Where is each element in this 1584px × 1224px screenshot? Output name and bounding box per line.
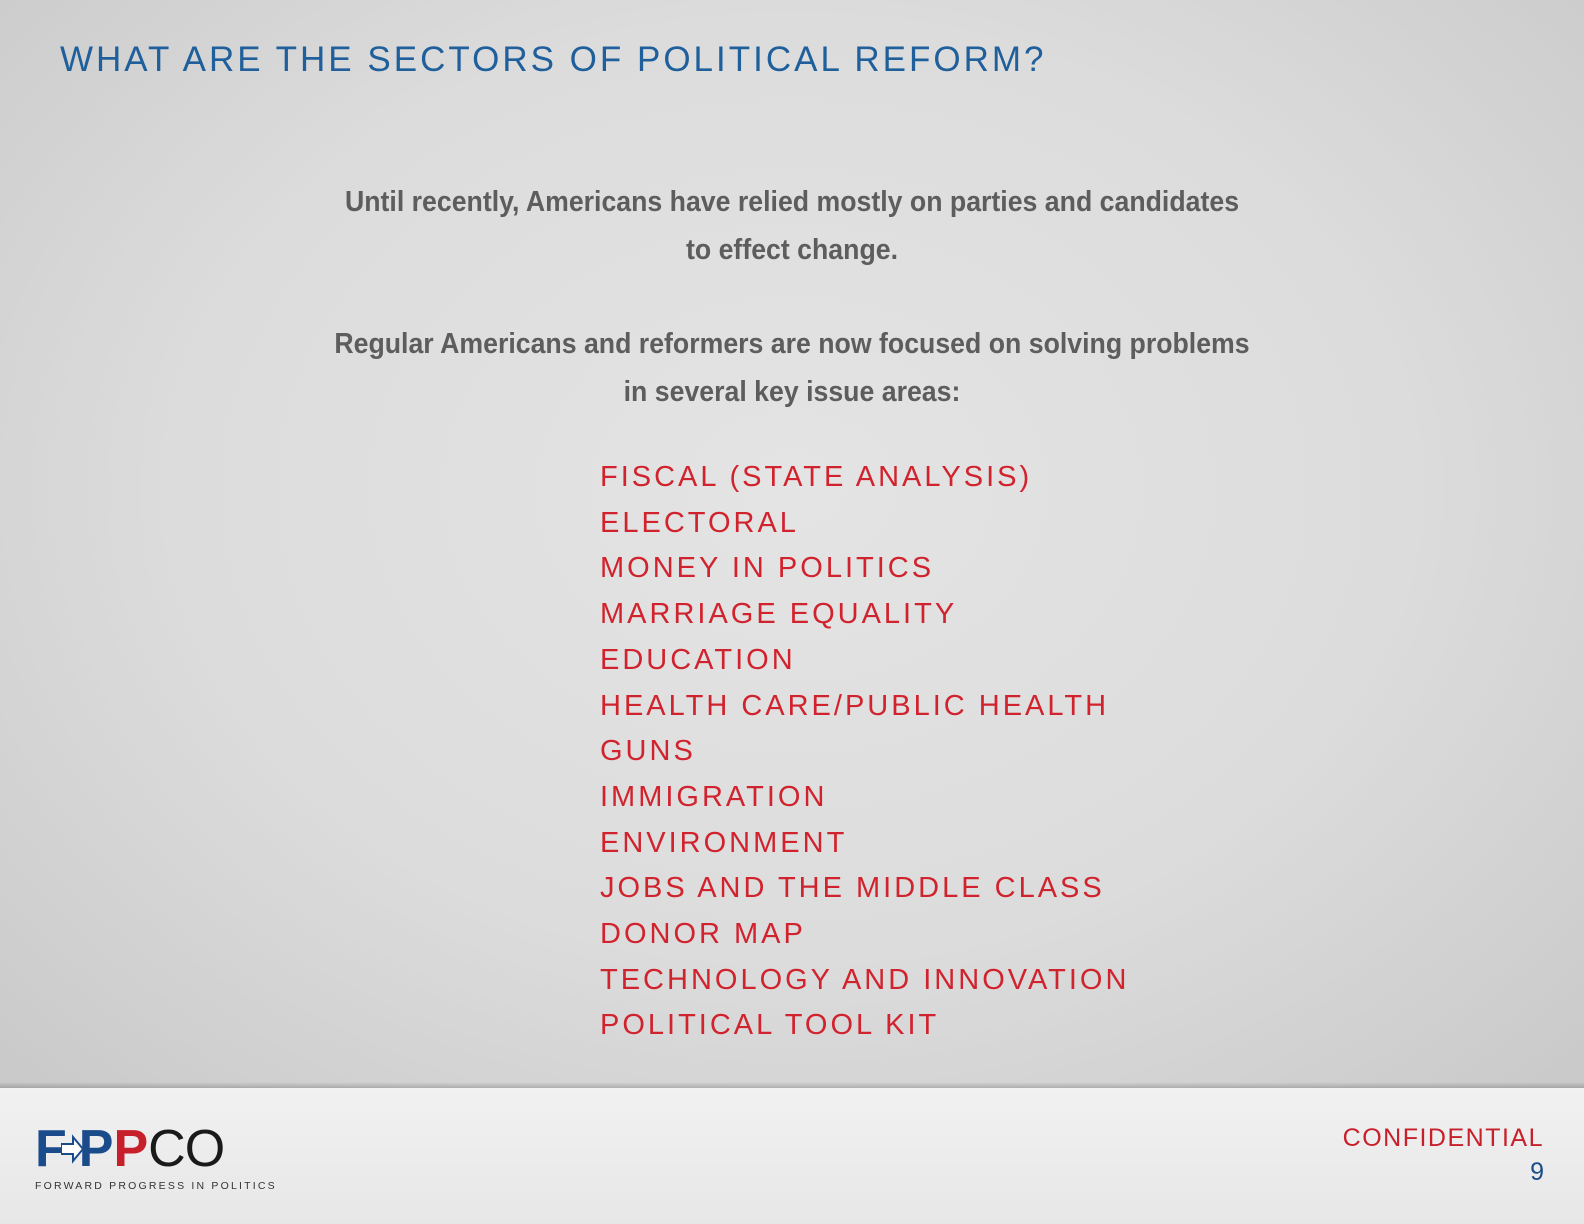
sector-list: FISCAL (STATE ANALYSIS) ELECTORAL MONEY … [600, 455, 1129, 1049]
intro-paragraph-2: Regular Americans and reformers are now … [334, 328, 1250, 408]
sector-item: MARRIAGE EQUALITY [600, 598, 958, 631]
sector-item: HEALTH CARE/PUBLIC HEALTH [600, 689, 1110, 722]
fppco-logo: F P P CO FORWARD PROGRESS IN POLITICS [35, 1120, 275, 1196]
slide-title: WHAT ARE THE SECTORS OF POLITICAL REFORM… [60, 40, 1047, 79]
logo-tagline: FORWARD PROGRESS IN POLITICS [35, 1180, 277, 1192]
slide-body: WHAT ARE THE SECTORS OF POLITICAL REFORM… [0, 0, 1584, 1088]
page-number: 9 [1530, 1158, 1544, 1186]
sector-item: FISCAL (STATE ANALYSIS) [600, 461, 1033, 493]
sector-item: POLITICAL TOOL KIT [600, 1009, 940, 1042]
sector-item: ELECTORAL [600, 506, 799, 539]
logo-wordmark: F P P CO [35, 1120, 225, 1178]
sector-item: TECHNOLOGY AND INNOVATION [600, 963, 1130, 996]
logo-letters-co: CO [148, 1120, 225, 1178]
sector-item: DONOR MAP [600, 918, 806, 951]
sector-item: JOBS AND THE MIDDLE CLASS [600, 872, 1105, 905]
sector-item: IMMIGRATION [600, 780, 828, 813]
sector-item: GUNS [600, 735, 696, 768]
slide-footer [0, 1088, 1584, 1224]
arrow-icon [60, 1134, 83, 1164]
sector-item: EDUCATION [600, 643, 796, 676]
intro-paragraph-1: Until recently, Americans have relied mo… [344, 186, 1240, 266]
logo-letter-p-blue: P [78, 1120, 114, 1178]
logo-letter-p-red: P [113, 1120, 149, 1178]
sector-item: MONEY IN POLITICS [600, 552, 935, 585]
confidential-label: CONFIDENTIAL [1342, 1124, 1544, 1152]
sector-item: ENVIRONMENT [600, 826, 848, 859]
